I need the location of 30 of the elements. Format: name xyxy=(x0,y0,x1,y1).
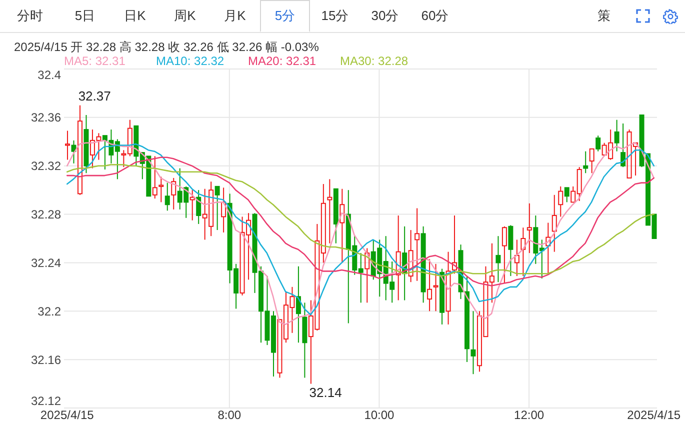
y-tick-label: 32.24 xyxy=(30,256,62,270)
text: MA30: 32.28 xyxy=(340,54,410,68)
text: MA10: 32.32 xyxy=(156,54,226,68)
y-tick-label: 32.2 xyxy=(38,304,62,318)
text: MA20: 32.31 xyxy=(248,54,318,68)
text: 60分 xyxy=(421,7,449,25)
text: 分时 xyxy=(17,7,43,25)
text: 5日 xyxy=(74,7,96,25)
text: 5分 xyxy=(274,7,296,25)
text: 日K xyxy=(124,7,146,25)
text: 周K xyxy=(174,7,196,25)
y-tick-label: 32.4 xyxy=(38,68,62,82)
y-tick-label: 32.28 xyxy=(30,207,62,222)
text: 30分 xyxy=(371,7,399,25)
x-tick-label: 10:00 xyxy=(364,408,395,422)
x-tick-label: 12:00 xyxy=(514,408,544,422)
y-tick-label: 32.12 xyxy=(30,394,62,408)
text: 策 xyxy=(598,7,610,25)
x-tick-label: 8:00 xyxy=(218,408,242,422)
text: MA5: 32.31 xyxy=(64,54,126,68)
text: 32.37 xyxy=(78,88,111,104)
text: 32.14 xyxy=(309,384,342,400)
x-tick-label: 2025/4/15 xyxy=(627,408,681,422)
y-tick-label: 32.16 xyxy=(30,352,62,367)
y-tick-label: 32.36 xyxy=(30,110,62,125)
text: 15分 xyxy=(321,7,349,25)
y-tick-label: 32.32 xyxy=(30,159,62,174)
chart-subtitle: 2025/4/15 开 32.28 高 32.28 收 32.26 低 32.26 幅 -0.03% xyxy=(14,39,319,56)
x-tick-label: 2025/4/15 xyxy=(40,408,94,422)
text: 月K xyxy=(224,7,246,25)
